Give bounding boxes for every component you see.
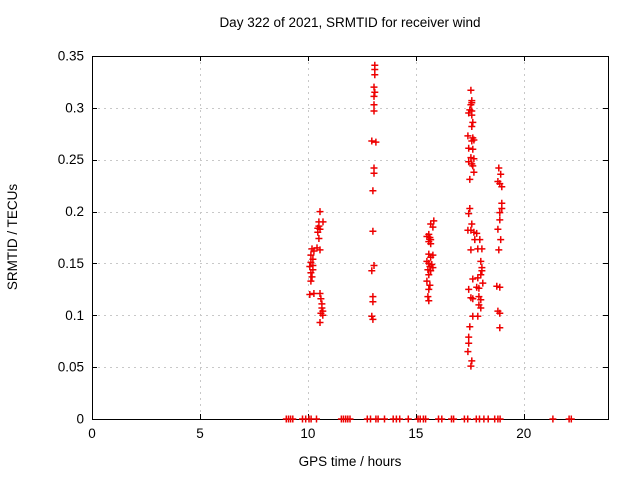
- x-tick-label: 5: [196, 426, 204, 441]
- grid-lines: [92, 56, 608, 420]
- chart-title: Day 322 of 2021, SRMTID for receiver win…: [219, 15, 480, 30]
- y-tick-label: 0.3: [65, 100, 84, 115]
- y-tick-label: 0: [76, 412, 84, 427]
- x-tick-label: 10: [300, 426, 315, 441]
- tick-labels: 0 5 10 15 20 0 0.05 0.1 0.15 0.2 0.25 0.3 0.35: [58, 49, 532, 442]
- data-points: [282, 61, 575, 423]
- axes: [92, 56, 609, 420]
- y-tick-label: 0.25: [58, 152, 84, 167]
- x-tick-label: 15: [408, 426, 423, 441]
- x-tick-label: 0: [88, 426, 96, 441]
- y-tick-label: 0.15: [58, 256, 84, 271]
- x-axis-label: GPS time / hours: [299, 454, 402, 469]
- x-tick-label: 20: [516, 426, 531, 441]
- y-tick-label: 0.2: [65, 204, 84, 219]
- data-point-markers: [282, 61, 575, 423]
- y-tick-label: 0.35: [58, 49, 84, 64]
- y-axis-label: SRMTID / TECUs: [5, 184, 20, 291]
- y-tick-label: 0.05: [58, 360, 84, 375]
- plot-border: [92, 56, 609, 420]
- y-tick-label: 0.1: [65, 308, 84, 323]
